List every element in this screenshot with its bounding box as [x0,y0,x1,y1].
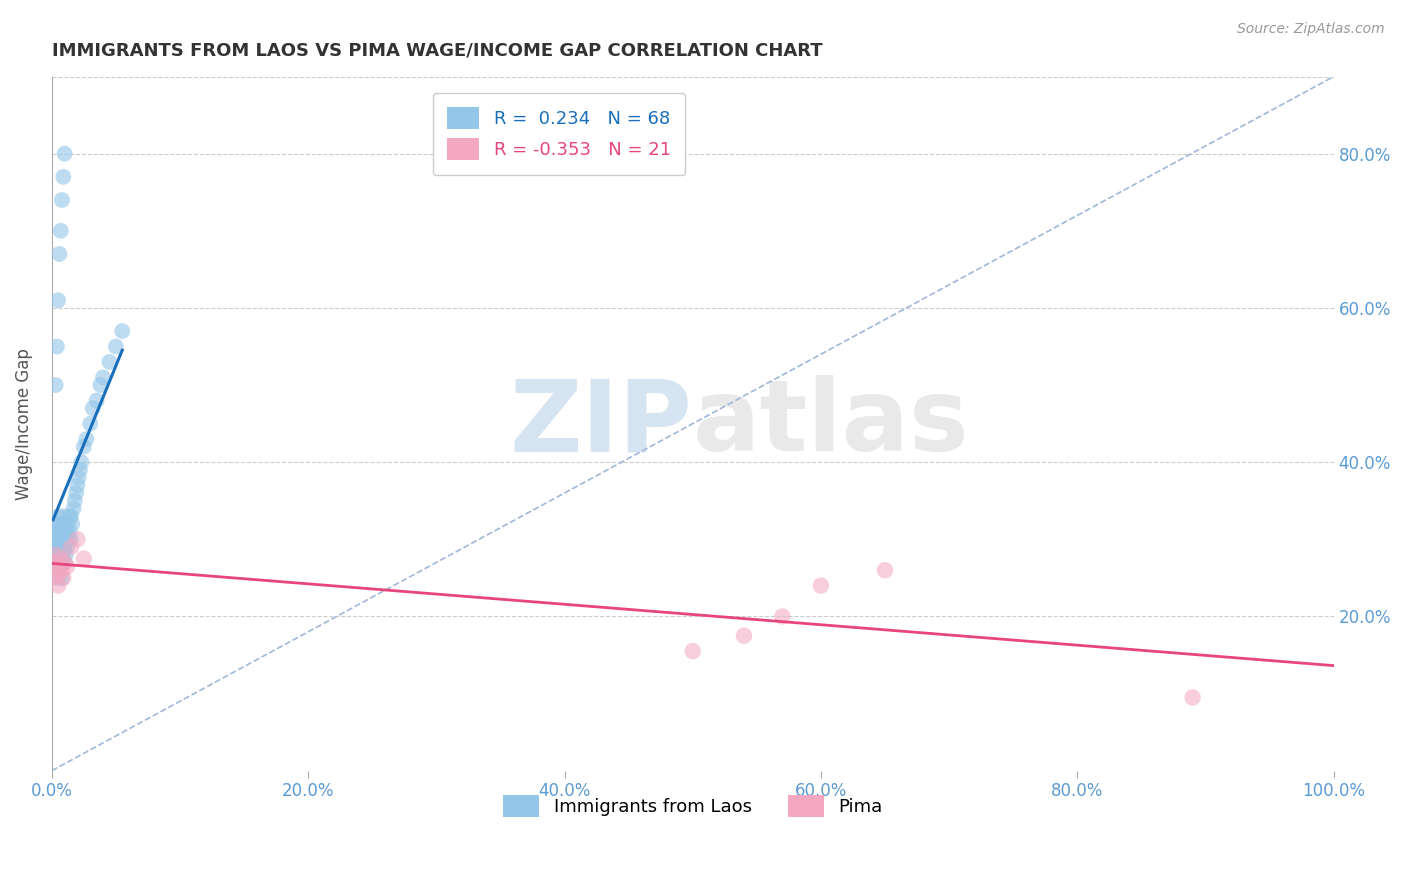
Point [42,540,65,554]
Point [53,146,76,161]
Point [733,629,755,643]
Point [46,567,69,582]
Point [91,370,114,384]
Point [70,455,93,469]
Point [62,501,84,516]
Point [45,556,67,570]
Point [44,533,66,547]
Point [46,524,69,539]
Point [60,516,83,531]
Point [46,293,69,308]
Point [48,559,70,574]
Point [45,540,67,554]
Point [682,644,704,658]
Point [104,339,127,353]
Point [56,524,79,539]
Point [63,493,86,508]
Point [69,463,91,477]
Point [48,548,70,562]
Point [75,432,97,446]
Point [46,540,69,554]
Point [1181,690,1204,705]
Text: IMMIGRANTS FROM LAOS VS PIMA WAGE/INCOME GAP CORRELATION CHART: IMMIGRANTS FROM LAOS VS PIMA WAGE/INCOME… [52,42,823,60]
Point [82,401,104,416]
Point [79,417,101,431]
Point [45,524,67,539]
Point [55,548,77,562]
Y-axis label: Wage/Income Gap: Wage/Income Gap [15,348,32,500]
Point [86,393,108,408]
Point [46,579,69,593]
Point [51,563,73,577]
Point [45,548,67,562]
Point [67,470,90,484]
Point [48,516,70,531]
Text: Source: ZipAtlas.com: Source: ZipAtlas.com [1237,22,1385,37]
Point [59,509,82,524]
Point [51,571,73,585]
Point [56,559,79,574]
Point [49,224,72,238]
Point [73,440,96,454]
Point [65,486,87,500]
Point [53,556,76,570]
Point [45,548,67,562]
Point [48,247,70,261]
Point [59,533,82,547]
Point [46,509,69,524]
Point [66,478,89,492]
Point [49,551,72,566]
Point [53,540,76,554]
Point [51,193,73,207]
Point [770,609,793,624]
Point [49,524,72,539]
Point [52,169,75,184]
Point [98,355,121,369]
Point [73,551,96,566]
Point [810,579,832,593]
Point [873,563,896,577]
Point [58,533,80,547]
Point [51,516,73,531]
Point [89,378,111,392]
Point [52,571,75,585]
Point [52,533,75,547]
Point [52,509,75,524]
Text: atlas: atlas [693,376,969,472]
Point [53,556,76,570]
Point [66,533,89,547]
Text: ZIP: ZIP [510,376,693,472]
Point [51,556,73,570]
Point [56,540,79,554]
Point [46,571,69,585]
Point [59,540,82,554]
Point [45,563,67,577]
Point [49,556,72,570]
Point [45,516,67,531]
Point [51,540,73,554]
Point [45,533,67,547]
Legend: Immigrants from Laos, Pima: Immigrants from Laos, Pima [496,788,890,824]
Point [45,378,67,392]
Point [111,324,134,338]
Point [44,556,66,570]
Point [46,556,69,570]
Point [45,563,67,577]
Point [49,540,72,554]
Point [55,533,77,547]
Point [52,548,75,562]
Point [59,509,82,524]
Point [48,563,70,577]
Point [59,524,82,539]
Point [44,548,66,562]
Point [45,339,67,353]
Point [58,516,80,531]
Point [53,524,76,539]
Point [48,533,70,547]
Point [42,571,65,585]
